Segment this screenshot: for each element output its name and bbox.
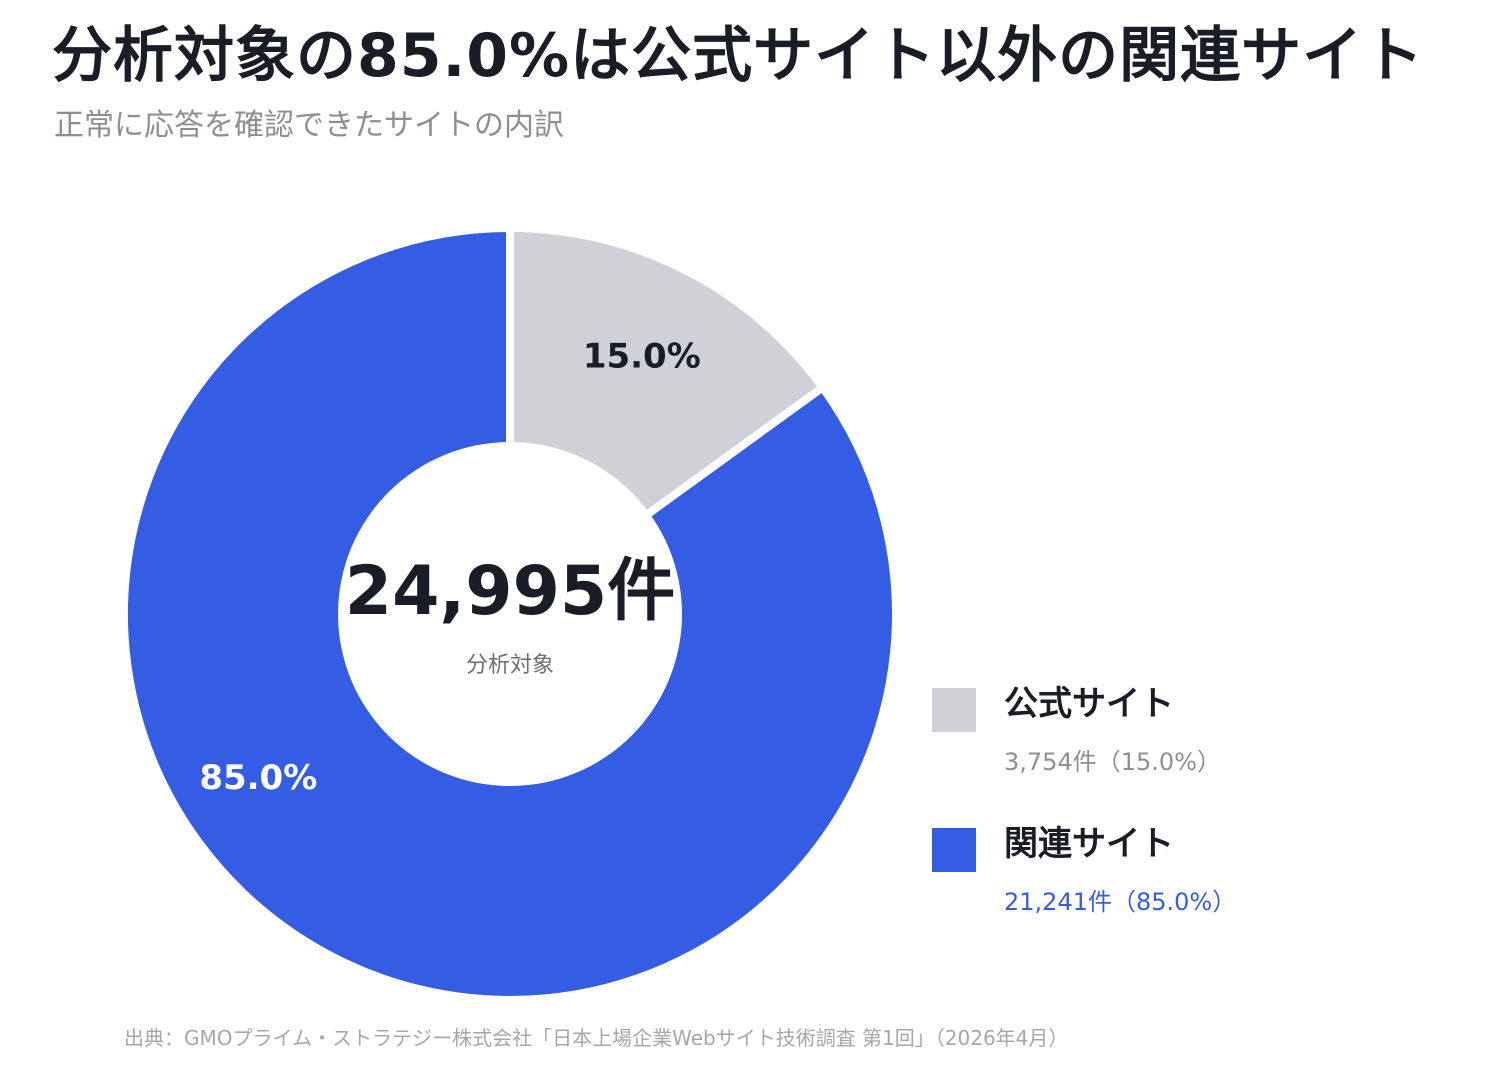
source-note: 出典：GMOプライム・ストラテジー株式会社「日本上場企業Webサイト技術調査 第… [124,1026,1069,1050]
legend-name-2: 関連サイト [1004,824,1174,864]
slice-labels-group: 15.0% 85.0% [199,337,700,799]
legend-swatch-1 [932,688,976,732]
center-caption: 分析対象 [466,653,554,678]
chart-subtitle: 正常に応答を確認できたサイトの内訳 [54,108,564,143]
chart-title: 分析対象の85.0%は公式サイト以外の関連サイト [52,21,1425,91]
slices-group [119,223,900,1004]
slice-label-2: 85.0% [199,758,317,798]
legend-detail-2: 21,241件（85.0%） [1004,888,1237,916]
slice-label-1: 15.0% [583,337,701,377]
center-total-count: 24,995件 [345,552,675,631]
legend-swatch-2 [932,828,976,872]
legend-name-1: 公式サイト [1004,684,1174,724]
donut-hole [338,442,682,786]
legend-detail-1: 3,754件（15.0%） [1004,748,1221,776]
